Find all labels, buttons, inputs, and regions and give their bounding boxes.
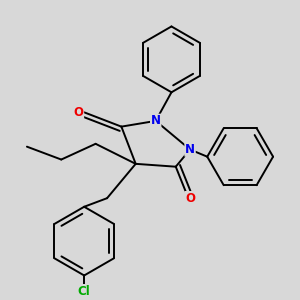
Text: N: N — [185, 143, 195, 156]
Text: N: N — [151, 114, 161, 128]
Text: O: O — [185, 192, 195, 205]
Text: O: O — [74, 106, 83, 119]
Text: Cl: Cl — [78, 285, 91, 298]
